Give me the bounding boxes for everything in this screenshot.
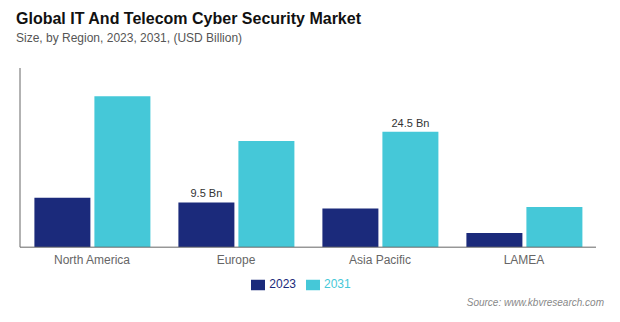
svg-text:North America: North America bbox=[54, 253, 130, 267]
svg-text:Europe: Europe bbox=[217, 253, 256, 267]
html-text:2031: 2031 bbox=[324, 277, 351, 292]
html-text:Size, by Region, 2023, 2031, (: Size, by Region, 2023, 2031, (USD Billio… bbox=[16, 31, 243, 45]
svg-text:LAMEA: LAMEA bbox=[504, 253, 545, 267]
html-text:2023: 2023 bbox=[269, 277, 296, 292]
svg-text:24.5 Bn: 24.5 Bn bbox=[391, 117, 429, 129]
html-text:Source: www.kbvresearch.com: Source: www.kbvresearch.com bbox=[466, 297, 604, 308]
svg-text:9.5 Bn: 9.5 Bn bbox=[190, 187, 222, 199]
html-text:Global IT And Telecom Cyber Se: Global IT And Telecom Cyber Security Mar… bbox=[16, 10, 361, 27]
svg-text:Asia Pacific: Asia Pacific bbox=[349, 253, 411, 267]
